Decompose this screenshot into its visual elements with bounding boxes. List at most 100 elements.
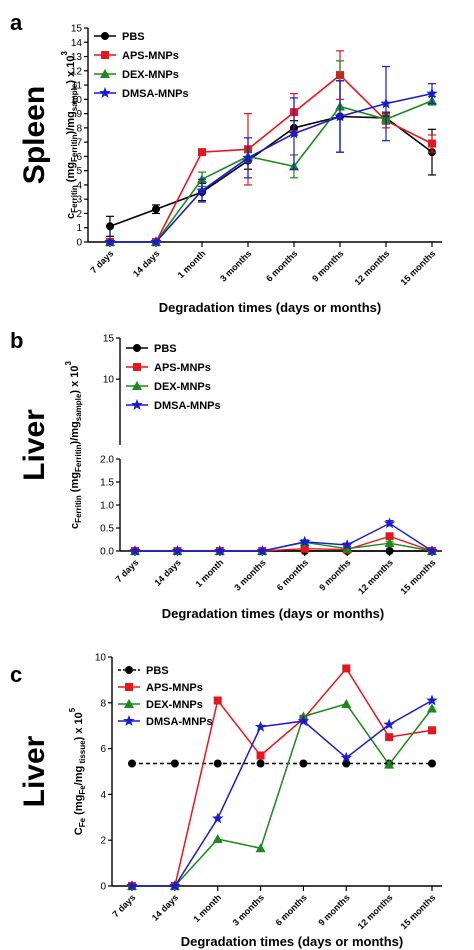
legend-marker: [133, 344, 141, 352]
x-tick-label: 9 months: [316, 892, 351, 927]
ylabel-part: ) x 10: [73, 712, 85, 740]
series-line-aps-mnps: [110, 74, 433, 243]
ylabel-part: 3: [64, 361, 73, 366]
legend-marker: [124, 699, 134, 708]
series-line-dex-mnps: [132, 703, 433, 887]
y-tick-label: 12: [71, 66, 83, 77]
organ-label: Spleen: [18, 86, 51, 184]
y-tick-label: 1.5: [100, 478, 114, 489]
data-point-dmsa-mnps: [334, 110, 346, 122]
data-point-aps-mnps: [198, 148, 206, 157]
legend-entry-dmsa-mnps: DMSA-MNPs: [154, 400, 221, 412]
x-tick-label: 14 days: [150, 892, 180, 922]
data-point-dex-mnps: [427, 703, 437, 713]
ylabel-part: Ferritin: [74, 495, 83, 523]
data-point-dex-mnps: [342, 543, 353, 553]
data-point-dmsa-mnps: [340, 751, 352, 763]
x-tick-label: 12 months: [356, 557, 395, 596]
x-tick-label: 3 months: [218, 248, 253, 283]
data-point-dex-mnps: [384, 538, 395, 548]
series-line-aps-mnps: [132, 667, 433, 887]
ylabel-part: c: [65, 213, 77, 219]
x-tick-label: 1 month: [193, 557, 225, 589]
y-tick-label: 6: [76, 152, 82, 163]
ylabel-part: Ferritin: [70, 185, 79, 213]
data-point-dmsa-mnps: [341, 539, 353, 550]
ylabel-part: 3: [60, 51, 69, 56]
data-point-aps-mnps: [342, 664, 351, 673]
legend-marker: [125, 683, 133, 691]
x-axis-title: Degradation times (days or months): [181, 934, 403, 949]
data-point-dmsa-mnps: [297, 715, 310, 726]
y-tick-label: 2.0: [100, 455, 114, 466]
ylabel-part: ) x 10: [65, 56, 77, 84]
ylabel-part: Ferritin: [70, 134, 79, 162]
y-tick-label: 14: [71, 38, 83, 49]
ylabel-part: 5: [68, 707, 77, 712]
x-tick-label: 1 month: [191, 892, 223, 924]
x-tick-label: 7 days: [89, 248, 116, 275]
data-point-dmsa-mnps: [169, 880, 181, 891]
data-point-dmsa-mnps: [426, 694, 438, 706]
data-point-dmsa-mnps: [196, 184, 208, 196]
data-point-dmsa-mnps: [383, 718, 395, 730]
y-tick-label: 5: [76, 166, 82, 177]
ylabel-part: )/mg: [65, 111, 77, 134]
ylabel-part: (mg: [69, 472, 81, 495]
panel-letter: b: [10, 328, 23, 353]
x-tick-label: 7 days: [114, 557, 141, 584]
x-tick-label: 6 months: [275, 557, 310, 592]
ylabel-part: ) x 10: [69, 366, 81, 394]
legend-entry-dmsa-mnps: DMSA-MNPs: [122, 88, 189, 100]
y-tick-label: 4: [76, 180, 82, 191]
x-tick-label: 12 months: [356, 892, 395, 931]
y-tick-label: 15: [103, 334, 115, 345]
y-tick-label: 2: [76, 209, 82, 220]
y-tick-label: 10: [71, 95, 83, 106]
data-point-pbs: [152, 205, 160, 214]
y-tick-label: 2: [100, 836, 106, 847]
legend-entry-aps-mnps: APS-MNPs: [146, 682, 203, 694]
ylabel-part: c: [69, 523, 81, 529]
ylabel-part: /mg: [73, 766, 85, 786]
panel-letter: a: [10, 10, 23, 35]
data-point-dex-mnps: [384, 759, 395, 769]
data-point-dmsa-mnps: [288, 127, 300, 139]
legend-marker: [125, 666, 133, 674]
y-tick-label: 11: [72, 81, 83, 92]
x-tick-label: 14 days: [131, 248, 161, 278]
data-point-dex-mnps: [341, 698, 352, 708]
legend-entry-aps-mnps: APS-MNPs: [154, 362, 211, 374]
x-tick-label: 7 days: [111, 892, 138, 919]
data-point-pbs: [170, 759, 179, 768]
data-point-aps-mnps: [300, 544, 309, 553]
data-point-dmsa-mnps: [256, 545, 268, 556]
data-point-pbs: [256, 759, 265, 768]
legend-marker: [101, 32, 109, 40]
data-point-pbs: [385, 547, 394, 555]
data-point-aps-mnps: [385, 733, 394, 742]
legend-entry-dex-mnps: DEX-MNPs: [146, 699, 203, 711]
y-tick-label: 0: [100, 882, 106, 893]
x-tick-label: 3 months: [232, 557, 267, 592]
data-point-pbs: [106, 222, 114, 231]
panel-letter: c: [10, 662, 22, 687]
legend-entry-pbs: PBS: [146, 665, 169, 677]
data-point-dmsa-mnps: [380, 97, 392, 109]
legend-entry-dex-mnps: DEX-MNPs: [154, 381, 211, 393]
data-point-aps-mnps: [213, 696, 222, 705]
legend-marker: [132, 381, 142, 390]
y-tick-label: 10: [95, 653, 107, 664]
ylabel-part: sample: [70, 83, 79, 111]
y-tick-label: 0.0: [100, 547, 114, 558]
ylabel-part: (mg: [65, 162, 77, 185]
legend-entry-dex-mnps: DEX-MNPs: [122, 69, 179, 81]
ylabel-part: Ferritin: [74, 444, 83, 472]
ylabel-part: Fe: [78, 785, 87, 795]
ylabel-part: C: [73, 827, 85, 835]
y-tick-label: 6: [100, 744, 106, 755]
legend-marker: [123, 715, 135, 726]
legend-marker: [133, 363, 141, 371]
series-line-dex-mnps: [110, 100, 433, 243]
